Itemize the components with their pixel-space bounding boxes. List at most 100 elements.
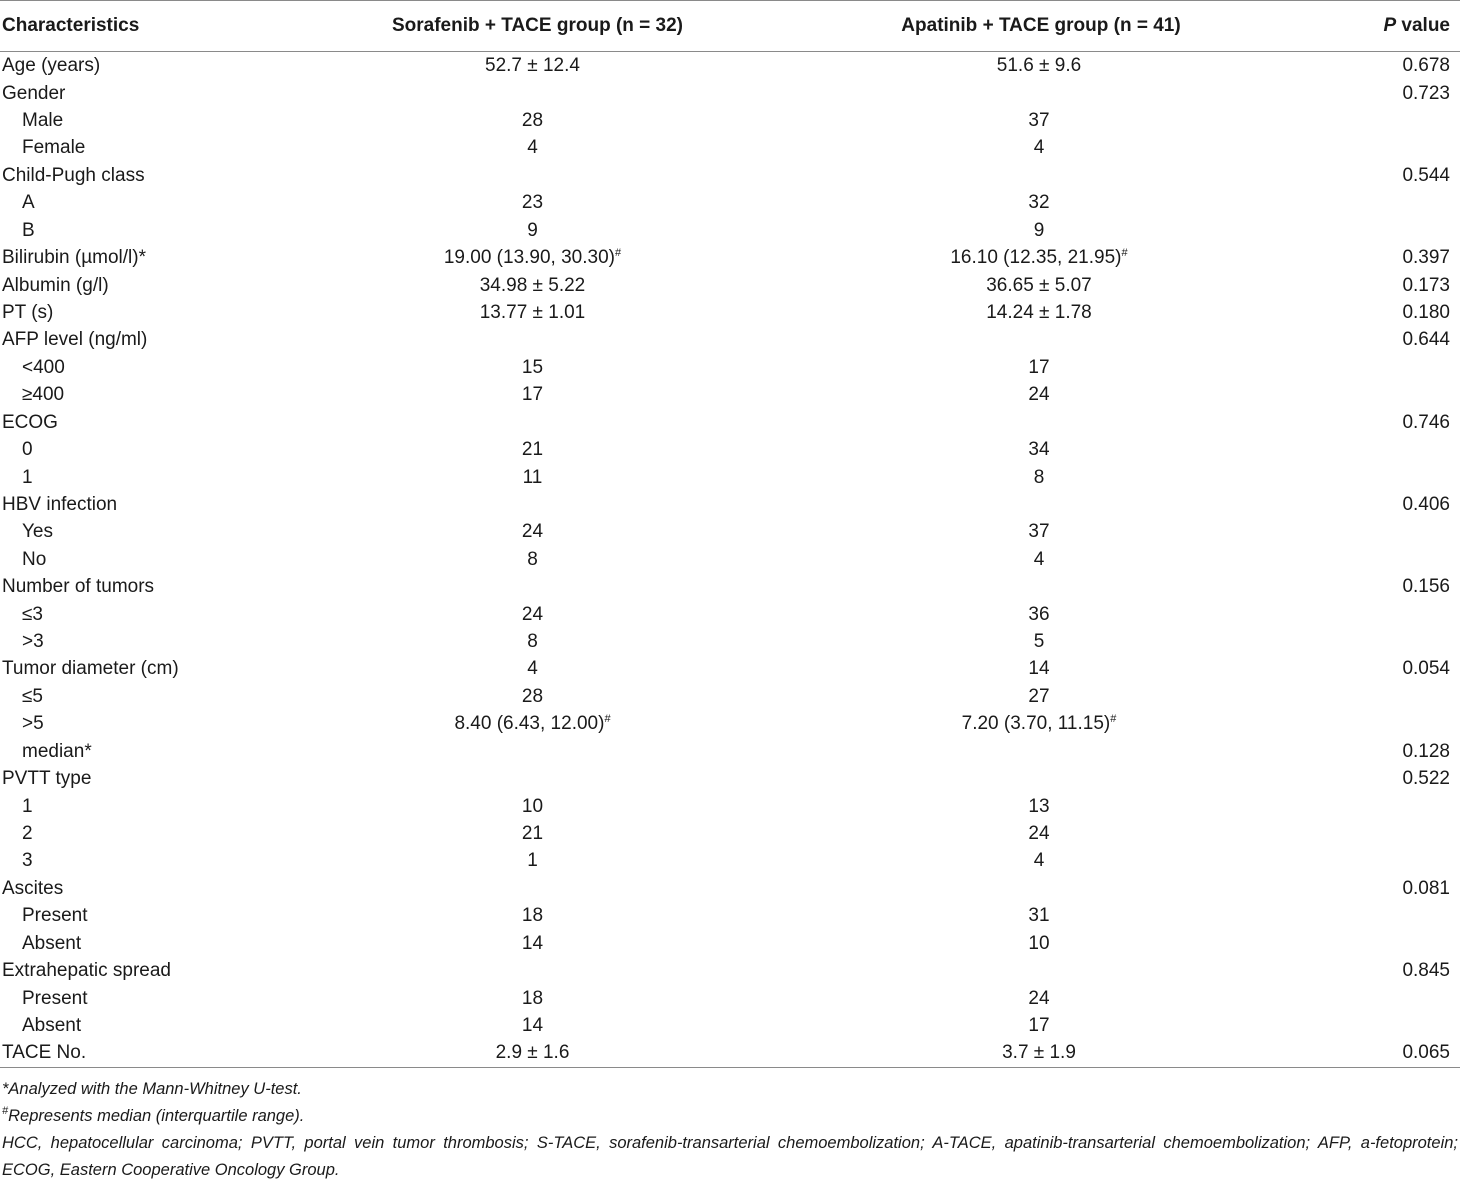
row-label: HBV infection — [0, 491, 290, 518]
apatinib-value: 36 — [785, 600, 1297, 627]
apatinib-value — [785, 875, 1297, 902]
table-row: 3 1 4 — [0, 847, 1460, 874]
row-label-text: Bilirubin (µmol/l)* — [2, 247, 146, 269]
sorafenib-value-footnote-marker: # — [604, 713, 611, 726]
apatinib-value: 36.65 ± 5.07 — [785, 271, 1297, 298]
apatinib-value — [785, 162, 1297, 189]
row-label: Tumor diameter (cm) — [0, 655, 290, 682]
apatinib-value — [785, 79, 1297, 106]
sorafenib-value: 21 — [290, 820, 785, 847]
sorafenib-value-text: 8 — [527, 631, 538, 653]
row-label: Male — [0, 107, 290, 134]
p-value — [1297, 792, 1460, 819]
row-label: ≥400 — [0, 381, 290, 408]
p-value: 0.180 — [1297, 299, 1460, 326]
p-value — [1297, 436, 1460, 463]
row-label: Number of tumors — [0, 573, 290, 600]
table-footnotes: *Analyzed with the Mann-Whitney U-test. … — [0, 1068, 1460, 1184]
apatinib-value: 7.20 (3.70, 11.15)# — [785, 710, 1297, 737]
p-value-text: 0.522 — [1402, 768, 1450, 790]
sorafenib-value-text: 28 — [521, 685, 544, 707]
sorafenib-value-text: 14 — [521, 932, 544, 954]
p-value-text: 0.397 — [1402, 247, 1450, 269]
row-label-text: Male — [22, 110, 64, 132]
apatinib-value-text: 37 — [1028, 521, 1050, 543]
row-label: 0 — [0, 436, 290, 463]
apatinib-value: 27 — [785, 683, 1297, 710]
sorafenib-value-text: 21 — [521, 823, 544, 845]
row-label-text: Age (years) — [2, 55, 101, 77]
p-value: 0.845 — [1297, 957, 1460, 984]
sorafenib-value: 17 — [290, 381, 785, 408]
apatinib-value-text: 31 — [1028, 905, 1050, 927]
row-label: 2 — [0, 820, 290, 847]
row-label: ECOG — [0, 408, 290, 435]
sorafenib-value-text: 11 — [522, 466, 543, 488]
row-label: median* — [0, 738, 290, 765]
sorafenib-value: 11 — [290, 463, 785, 490]
footnote-median: #Represents median (interquartile range)… — [2, 1103, 1460, 1130]
row-label: <400 — [0, 354, 290, 381]
footnote-abbreviations: HCC, hepatocellular carcinoma; PVTT, por… — [2, 1133, 1458, 1179]
sorafenib-value: 19.00 (13.90, 30.30)# — [290, 244, 785, 271]
table-row: Present 18 31 — [0, 902, 1460, 929]
table-row: >3 8 5 — [0, 628, 1460, 655]
table-row: 1 11 8 — [0, 463, 1460, 490]
p-value-text: 0.128 — [1402, 740, 1450, 762]
apatinib-value-text: 16.10 (12.35, 21.95) — [950, 247, 1122, 269]
table-row: Ascites 0.081 — [0, 875, 1460, 902]
p-value: 0.644 — [1297, 326, 1460, 353]
p-value-text: 0.065 — [1402, 1042, 1450, 1064]
sorafenib-value: 24 — [290, 600, 785, 627]
sorafenib-value — [290, 326, 785, 353]
table-row: Tumor diameter (cm) 4 14 0.054 — [0, 655, 1460, 682]
row-label-text: HBV infection — [2, 493, 118, 515]
apatinib-value — [785, 738, 1297, 765]
sorafenib-value: 15 — [290, 354, 785, 381]
p-value: 0.081 — [1297, 875, 1460, 902]
table-row: Female 4 4 — [0, 134, 1460, 161]
sorafenib-value-text: 14 — [521, 1014, 544, 1036]
sorafenib-value: 52.7 ± 12.4 — [290, 52, 785, 80]
apatinib-value: 32 — [785, 189, 1297, 216]
sorafenib-value-text: 24 — [521, 521, 544, 543]
row-label-text: 1 — [22, 466, 33, 488]
table-row: Number of tumors 0.156 — [0, 573, 1460, 600]
p-value — [1297, 217, 1460, 244]
sorafenib-value-text: 4 — [527, 137, 538, 159]
apatinib-value-text: 36.65 ± 5.07 — [986, 274, 1092, 296]
row-label: >5 — [0, 710, 290, 737]
apatinib-value: 10 — [785, 930, 1297, 957]
row-label-text: Gender — [2, 82, 66, 104]
row-label: ≤5 — [0, 683, 290, 710]
table-header: Characteristics Sorafenib + TACE group (… — [0, 0, 1460, 52]
row-label: Absent — [0, 930, 290, 957]
apatinib-value-footnote-marker: # — [1110, 713, 1117, 726]
sorafenib-value: 4 — [290, 655, 785, 682]
p-value: 0.054 — [1297, 655, 1460, 682]
sorafenib-value-text: 8.40 (6.43, 12.00) — [454, 713, 605, 735]
sorafenib-value-text: 23 — [521, 192, 544, 214]
sorafenib-value — [290, 738, 785, 765]
p-value — [1297, 984, 1460, 1011]
sorafenib-value-text: 13.77 ± 1.01 — [479, 302, 586, 323]
p-value-text: 0.081 — [1402, 877, 1450, 899]
sorafenib-value-text: 9 — [527, 219, 538, 241]
p-value-text: 0.173 — [1402, 274, 1450, 296]
row-label: Albumin (g/l) — [0, 271, 290, 298]
row-label: >3 — [0, 628, 290, 655]
header-characteristics: Characteristics — [0, 0, 290, 52]
p-value-text: 0.723 — [1402, 82, 1450, 104]
p-value-text: 0.406 — [1402, 493, 1450, 515]
row-label-text: Present — [22, 987, 88, 1009]
sorafenib-value-text: 2.9 ± 1.6 — [495, 1042, 570, 1064]
apatinib-value: 14 — [785, 655, 1297, 682]
apatinib-value-text: 8 — [1033, 466, 1045, 488]
sorafenib-value: 21 — [290, 436, 785, 463]
row-label: B — [0, 217, 290, 244]
apatinib-value-text: 14 — [1028, 658, 1050, 680]
row-label-text: ECOG — [2, 411, 58, 433]
p-value — [1297, 463, 1460, 490]
row-label: Child-Pugh class — [0, 162, 290, 189]
